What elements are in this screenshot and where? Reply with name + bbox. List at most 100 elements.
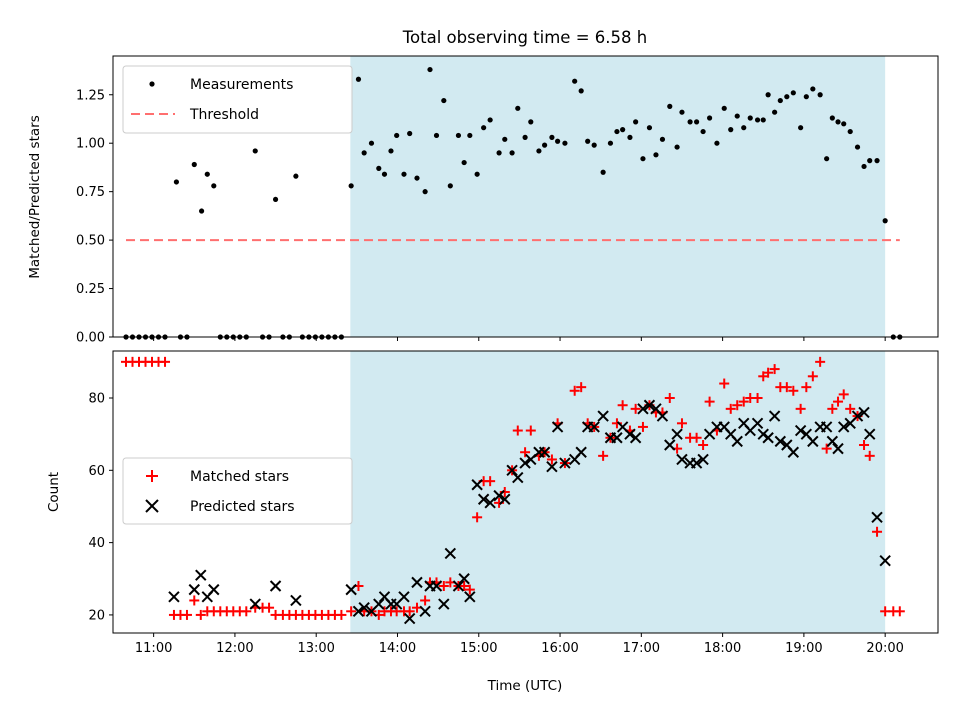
measurement-point	[509, 150, 515, 156]
predicted-star-point	[551, 421, 564, 433]
y-tick-label: 60	[88, 464, 105, 479]
measurement-point	[817, 92, 823, 98]
predicted-star-point	[538, 446, 551, 458]
measurement-point	[728, 127, 734, 133]
matched-star-point	[420, 595, 431, 606]
predicted-star-point	[290, 594, 302, 607]
count-x-ticks: 11:00 12:00 13:00 14:00 15:00 16:00 17:00 18:00…	[135, 633, 904, 656]
matched-star-point	[195, 609, 206, 620]
predicted-star-point	[858, 406, 870, 419]
matched-star-point	[160, 356, 171, 367]
matched-star-point	[664, 393, 675, 403]
ratio-legend-box	[122, 65, 353, 134]
matched-star-point	[725, 403, 736, 414]
predicted-star-point	[864, 428, 876, 440]
measurement-point	[772, 109, 778, 115]
measurement-point	[687, 119, 693, 125]
measurement-point	[847, 128, 853, 135]
x-tick-label: 16:00	[541, 641, 578, 656]
measurement-point	[700, 128, 706, 135]
measurement-point	[407, 130, 413, 137]
measurement-point	[361, 150, 367, 156]
predicted-star-point	[484, 497, 496, 509]
x-tick-label: 14:00	[379, 641, 416, 656]
measurement-point	[394, 132, 400, 139]
matched-star-point	[525, 425, 536, 436]
measurement-point	[528, 119, 534, 125]
predicted-star-point	[546, 460, 558, 473]
matched-star-point	[520, 447, 531, 458]
matched-star-point	[438, 581, 449, 591]
predicted-star-point	[464, 591, 476, 603]
legend-threshold-label: Threshold	[189, 107, 259, 123]
measurement-point	[522, 134, 528, 140]
matched-star-point	[598, 450, 609, 461]
y-tick-label: 0.00	[76, 331, 105, 346]
matched-star-point	[752, 393, 763, 403]
measurement-point	[414, 175, 420, 181]
matched-star-point	[346, 606, 357, 617]
predicted-star-point	[676, 453, 688, 466]
ratio-y-ticks: 0.00 0.25 0.50 0.75 1.00 1.25	[76, 88, 113, 346]
measurement-point	[600, 169, 606, 175]
measurement-point	[829, 115, 835, 121]
measurement-point	[427, 66, 433, 73]
predicted-star-point	[832, 442, 844, 455]
matched-star-point	[763, 367, 774, 378]
measurement-point	[784, 94, 790, 100]
measurement-point	[620, 127, 626, 133]
matched-star-point	[569, 385, 580, 396]
measurement-point	[502, 136, 508, 142]
predicted-star-point	[345, 583, 357, 596]
predicted-star-point	[731, 435, 743, 448]
predicted-star-point	[519, 457, 531, 469]
measurement-point	[765, 92, 771, 98]
predicted-star-point	[820, 421, 833, 433]
x-tick-label: 17:00	[623, 641, 660, 656]
measurement-point	[754, 117, 761, 123]
ratio-panel: 0.00 0.25 0.50 0.75 1.00 1.25 Matched/Predict…	[27, 55, 939, 346]
measurement-point	[376, 165, 382, 171]
measurement-point	[674, 144, 680, 150]
measurement-point	[679, 109, 685, 115]
matched-star-point	[845, 403, 856, 414]
measurement-point	[578, 88, 584, 94]
predicted-star-point	[430, 580, 443, 592]
matched-star-point	[637, 421, 648, 432]
predicted-star-point	[512, 471, 524, 484]
measurement-point	[204, 171, 210, 177]
predicted-star-point	[871, 511, 883, 524]
matched-star-point	[821, 443, 832, 454]
measurement-point	[461, 159, 467, 166]
predicted-star-point	[629, 432, 642, 444]
y-tick-label: 40	[88, 536, 105, 551]
matched-star-point	[464, 584, 475, 595]
measurement-point	[555, 138, 561, 144]
measurement-point	[854, 144, 861, 150]
matched-star-point	[801, 382, 812, 393]
matched-star-point	[241, 606, 252, 617]
matched-star-point	[404, 606, 415, 617]
matched-star-point	[769, 364, 780, 375]
measurement-point	[734, 113, 740, 119]
measurement-point	[433, 132, 440, 139]
matched-star-point	[512, 425, 523, 436]
measurement-point	[173, 179, 179, 185]
predicted-star-point	[471, 479, 483, 491]
predicted-star-point	[774, 435, 787, 448]
measurement-point	[591, 142, 597, 148]
measurement-point	[381, 171, 388, 177]
predicted-star-point	[477, 493, 490, 505]
predicted-star-point	[807, 435, 819, 448]
legend-matched-label: Matched stars	[190, 469, 289, 485]
matched-star-point	[864, 450, 875, 461]
measurement-point	[441, 97, 447, 104]
measurement-point	[614, 128, 620, 135]
count-legend-box	[122, 457, 353, 525]
matched-star-point	[859, 440, 870, 450]
measurement-point	[191, 161, 197, 168]
predicted-star-point	[208, 583, 220, 596]
measurement-point	[542, 142, 548, 148]
measurement-point	[455, 132, 462, 139]
